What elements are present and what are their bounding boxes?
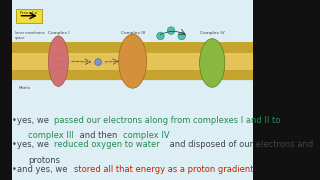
Text: Inner membrane
space: Inner membrane space xyxy=(15,31,44,40)
FancyBboxPatch shape xyxy=(12,0,253,180)
Bar xyxy=(16,9,43,22)
Ellipse shape xyxy=(95,59,101,66)
Text: complex IV: complex IV xyxy=(123,131,170,140)
Text: Complex I: Complex I xyxy=(48,31,69,35)
Text: passed our electrons along from complexes I and II to: passed our electrons along from complexe… xyxy=(54,116,281,125)
Text: Matrix: Matrix xyxy=(19,86,31,89)
Text: stored all that energy as a proton gradient: stored all that energy as a proton gradi… xyxy=(74,165,253,174)
Bar xyxy=(12,53,253,69)
Text: Complex IV: Complex IV xyxy=(200,31,225,35)
Ellipse shape xyxy=(167,27,175,34)
Ellipse shape xyxy=(48,36,68,86)
Ellipse shape xyxy=(119,34,147,88)
Text: complex III: complex III xyxy=(28,131,74,140)
Bar xyxy=(12,42,253,80)
Text: protons: protons xyxy=(28,156,60,165)
Text: •: • xyxy=(12,165,17,174)
Ellipse shape xyxy=(178,32,185,40)
Text: and yes, we: and yes, we xyxy=(17,165,70,174)
Text: •: • xyxy=(12,116,17,125)
Ellipse shape xyxy=(200,39,225,87)
Text: Complex III: Complex III xyxy=(121,31,145,35)
Text: Free of e⁻: Free of e⁻ xyxy=(20,11,39,15)
Ellipse shape xyxy=(157,32,164,40)
Text: reduced oxygen to water: reduced oxygen to water xyxy=(54,140,160,149)
Text: and then: and then xyxy=(77,131,120,140)
Text: yes, we: yes, we xyxy=(17,140,52,149)
Text: and disposed of our electrons and: and disposed of our electrons and xyxy=(167,140,314,149)
Text: •: • xyxy=(12,140,17,149)
Text: yes, we: yes, we xyxy=(17,116,52,125)
